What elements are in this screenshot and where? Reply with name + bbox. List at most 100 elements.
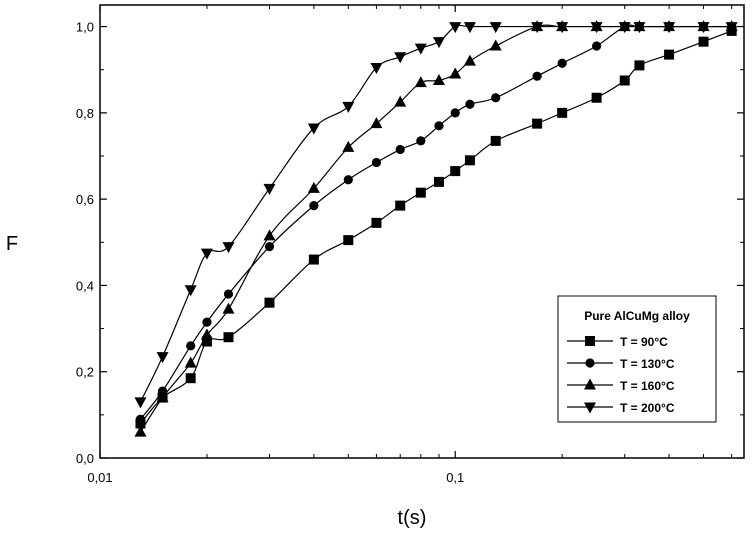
legend-marker bbox=[584, 378, 596, 390]
legend-marker bbox=[584, 402, 596, 414]
y-tick-label: 1,0 bbox=[76, 20, 94, 35]
legend-label: T = 90°C bbox=[620, 335, 668, 349]
data-point bbox=[489, 39, 502, 51]
y-tick-label: 0,0 bbox=[76, 451, 94, 466]
data-point bbox=[200, 248, 213, 260]
data-point bbox=[222, 302, 235, 314]
data-point bbox=[463, 54, 476, 66]
data-point bbox=[698, 36, 709, 47]
data-point bbox=[531, 22, 544, 34]
data-point bbox=[223, 332, 234, 343]
data-point bbox=[264, 297, 275, 308]
data-point bbox=[185, 373, 196, 384]
legend-items: T = 90°C T = 130°C T = 160°C T = 200°C bbox=[567, 335, 675, 415]
data-point bbox=[489, 22, 502, 34]
data-point bbox=[134, 425, 147, 437]
data-point bbox=[222, 242, 235, 254]
data-point bbox=[664, 49, 675, 60]
data-point bbox=[395, 144, 405, 155]
data-point bbox=[200, 328, 213, 340]
legend-marker bbox=[585, 336, 595, 346]
data-point bbox=[465, 99, 475, 109]
x-axis: 0,01 0,1 bbox=[87, 5, 733, 485]
data-point bbox=[434, 121, 444, 131]
data-point bbox=[490, 135, 501, 146]
data-point bbox=[394, 95, 407, 107]
data-point bbox=[449, 67, 462, 79]
y-tick-label: 0,4 bbox=[76, 278, 94, 293]
data-point bbox=[263, 183, 276, 195]
data-point bbox=[184, 285, 197, 297]
y-tick-label: 0,8 bbox=[76, 106, 94, 121]
legend-label: T = 200°C bbox=[620, 401, 675, 415]
data-point bbox=[432, 37, 445, 49]
data-point bbox=[697, 22, 710, 34]
data-point bbox=[371, 157, 382, 168]
y-tick-label: 0,6 bbox=[76, 192, 94, 207]
data-point bbox=[464, 155, 475, 166]
data-point bbox=[557, 107, 568, 118]
data-point bbox=[343, 235, 354, 246]
data-point bbox=[394, 52, 407, 64]
data-point bbox=[450, 166, 461, 177]
data-point bbox=[342, 140, 355, 152]
data-point bbox=[663, 22, 676, 34]
data-point bbox=[491, 93, 501, 103]
data-point bbox=[395, 200, 406, 211]
x-tick-label: 0,01 bbox=[87, 470, 112, 485]
data-point bbox=[201, 336, 212, 347]
data-point bbox=[414, 43, 427, 55]
legend: Pure AlCuMg alloy T = 90°C T = 130°C T = 1… bbox=[557, 295, 717, 423]
data-point bbox=[633, 22, 646, 34]
data-point bbox=[371, 217, 382, 228]
y-tick-label: 0,2 bbox=[76, 365, 94, 380]
data-point bbox=[634, 60, 645, 71]
data-point bbox=[432, 74, 445, 85]
data-point bbox=[307, 123, 320, 135]
data-point bbox=[556, 22, 569, 34]
data-point bbox=[433, 176, 444, 187]
data-point bbox=[264, 242, 275, 252]
data-point bbox=[342, 101, 355, 113]
legend-label: T = 160°C bbox=[620, 379, 675, 393]
data-point bbox=[532, 71, 542, 81]
data-point bbox=[591, 41, 602, 51]
data-point bbox=[308, 254, 319, 265]
data-point bbox=[591, 92, 602, 103]
data-point bbox=[619, 75, 630, 86]
data-point bbox=[450, 108, 460, 118]
legend-label: T = 130°C bbox=[620, 357, 675, 371]
data-point bbox=[263, 229, 276, 241]
data-point bbox=[307, 181, 320, 193]
data-point bbox=[156, 352, 169, 364]
plot-frame bbox=[99, 4, 745, 459]
data-point bbox=[463, 22, 476, 34]
data-point bbox=[186, 341, 196, 351]
legend-title: Pure AlCuMg alloy bbox=[584, 309, 690, 323]
legend-marker bbox=[585, 358, 595, 368]
y-axis: 0,0 0,2 0,4 0,6 0,8 1,0 bbox=[76, 20, 744, 466]
data-point bbox=[370, 63, 383, 75]
data-point bbox=[557, 58, 567, 68]
data-point bbox=[184, 356, 197, 368]
data-point bbox=[725, 22, 738, 34]
data-point bbox=[134, 397, 147, 409]
data-point bbox=[590, 22, 603, 34]
data-point bbox=[202, 317, 212, 327]
data-point bbox=[449, 22, 462, 34]
data-point bbox=[343, 175, 353, 185]
data-point bbox=[309, 201, 319, 211]
series-triangle-down bbox=[134, 22, 738, 409]
data-point bbox=[532, 118, 543, 129]
data-point bbox=[415, 187, 426, 198]
x-axis-title: t(s) bbox=[398, 507, 427, 529]
data-point bbox=[416, 136, 426, 146]
data-point bbox=[618, 22, 631, 34]
y-axis-title: F bbox=[6, 233, 18, 255]
data-point bbox=[135, 414, 146, 424]
data-point bbox=[370, 117, 383, 129]
x-tick-label: 0,1 bbox=[446, 470, 464, 485]
data-point bbox=[414, 76, 427, 88]
legend-box bbox=[557, 295, 717, 423]
data-point bbox=[223, 289, 234, 299]
